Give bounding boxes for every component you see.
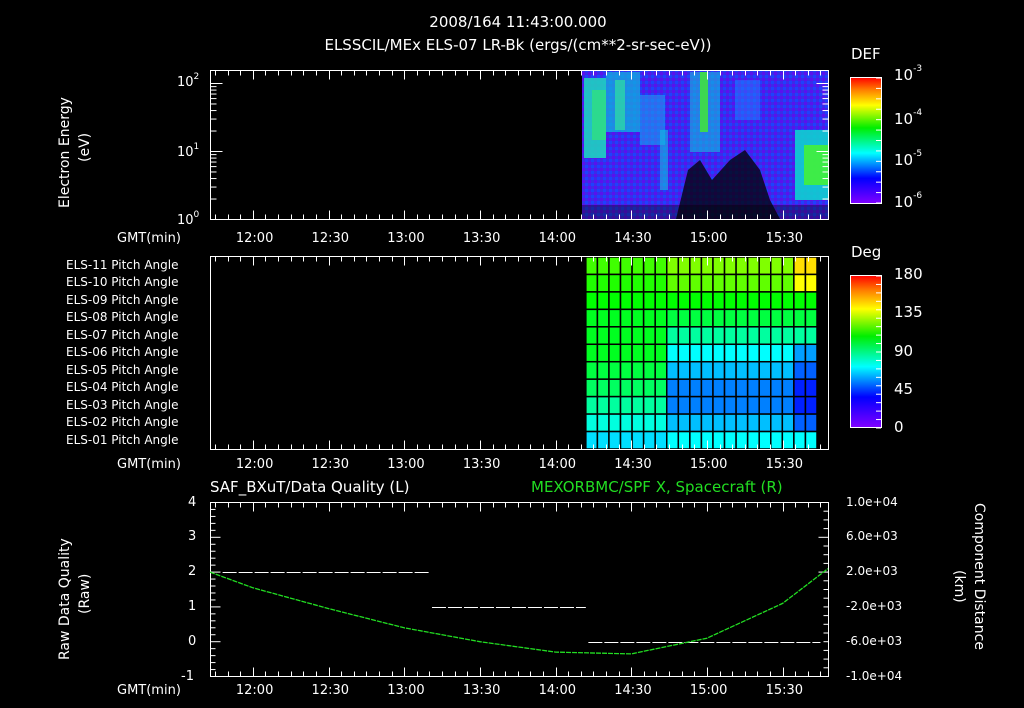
quality-tick-label: 1 [188,598,197,614]
time-tick-label: 13:00 [387,231,425,246]
distance-tick-label: -6.0e+03 [846,633,903,648]
time-tick-label: 15:00 [689,683,728,698]
pitch-angle-row-label: ELS-10 Pitch Angle [66,275,179,290]
energy-axis-label: Electron Energy [57,97,73,208]
energy-spectrogram-panel [210,70,829,220]
time-tick-label: 15:30 [765,231,804,246]
time-tick-label: 14:00 [538,683,577,698]
quality-tick-label: 3 [188,529,197,545]
pitch-angle-row-label: ELS-02 Pitch Angle [66,415,179,430]
time-tick-label: 12:30 [311,457,350,472]
pitch-angle-row-label: ELS-05 Pitch Angle [66,362,179,377]
energy-tick-1: 100 [177,210,200,228]
def-tick-1e-3: 10-3 [894,64,923,84]
deg-tick-45: 45 [894,380,914,398]
pitch-angle-row-label: ELS-01 Pitch Angle [66,432,179,447]
pitch-angle-row-label: ELS-04 Pitch Angle [66,380,179,395]
deg-tick-90: 90 [894,342,914,360]
pitch-angle-row-label: ELS-07 Pitch Angle [66,327,179,342]
def-colorbar-title: DEF [851,45,881,63]
pitch-angle-row-label: ELS-11 Pitch Angle [66,258,179,272]
distance-axis-unit: (km) [951,570,967,603]
time-tick-label: 15:30 [765,457,804,472]
time-tick-label: 14:30 [614,231,652,246]
def-tick-1e-4: 10-4 [894,108,923,128]
pitch-angle-row-label: ELS-08 Pitch Angle [66,310,179,325]
time-tick-label: 13:00 [387,683,425,698]
def-tick-1e-5: 10-5 [894,149,923,169]
pitch-angle-row-label: ELS-06 Pitch Angle [66,345,179,360]
chart-time-title: 2008/164 11:43:00.000 [429,13,607,31]
distance-tick-label: 2.0e+03 [846,564,898,579]
time-tick-label: 15:30 [765,683,804,698]
energy-axis-unit: (eV) [77,132,93,162]
quality-axis-unit: (Raw) [77,573,93,614]
quality-axis-label: Raw Data Quality [57,538,73,660]
energy-tick-10: 101 [177,142,200,160]
energy-tick-100: 102 [177,72,200,90]
distance-axis-label: Component Distance [971,503,987,650]
def-tick-1e-6: 10-6 [894,191,923,211]
time-tick-label: 13:30 [462,231,501,246]
time-tick-label: 14:30 [614,683,652,698]
pitch-angle-row-label: ELS-03 Pitch Angle [66,397,179,412]
time-tick-label: 12:00 [235,231,274,246]
distance-tick-label: 6.0e+03 [846,529,898,544]
panel2-xlabel: GMT(min) [117,457,181,472]
deg-tick-135: 135 [894,303,923,321]
time-tick-label: 15:00 [689,231,728,246]
distance-tick-label: 1.0e+04 [846,494,898,509]
quality-plot-title: SAF_BXuT/Data Quality (L) [210,478,410,496]
distance-tick-label: -1.0e+04 [846,668,903,683]
time-tick-label: 12:00 [235,457,274,472]
distance-tick-label: -2.0e+03 [846,598,903,613]
time-tick-label: 14:00 [538,457,577,472]
time-tick-label: 12:30 [311,231,350,246]
deg-tick-0: 0 [894,418,904,436]
pitch-angle-panel [585,256,818,450]
time-tick-label: 14:00 [538,231,577,246]
pitch-angle-row-label: ELS-09 Pitch Angle [66,292,179,307]
time-tick-label: 13:00 [387,457,425,472]
quality-tick-label: 4 [188,494,197,510]
panel3-xlabel: GMT(min) [117,683,181,698]
quality-tick-label: 0 [188,633,197,649]
quality-tick-label: -1 [181,668,194,684]
deg-colorbar-title: Deg [851,243,882,261]
time-tick-label: 13:30 [462,457,501,472]
time-tick-label: 14:30 [614,457,652,472]
quality-plot-frame [210,502,829,677]
spacecraft-plot-title: MEXORBMC/SPF X, Spacecraft (R) [531,478,783,496]
time-tick-label: 12:30 [311,683,350,698]
time-tick-label: 13:30 [462,683,501,698]
chart-subtitle: ELSSCIL/MEx ELS-07 LR-Bk (ergs/(cm**2-sr… [324,36,712,54]
panel1-xlabel: GMT(min) [117,231,181,246]
time-tick-label: 12:00 [235,683,274,698]
time-tick-label: 15:00 [689,457,728,472]
deg-tick-180: 180 [894,265,923,283]
quality-tick-label: 2 [188,564,197,580]
